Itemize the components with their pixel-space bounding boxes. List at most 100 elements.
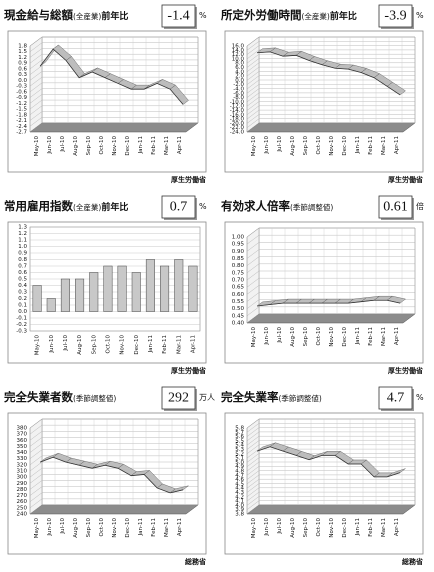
x-tick-label: Jun-10 xyxy=(47,518,53,537)
y-tick-label: 4.0 xyxy=(235,503,244,509)
y-tick-label: 6.0 xyxy=(235,65,244,71)
x-tick-label: May-10 xyxy=(34,518,40,539)
x-tick-label: Mar-11 xyxy=(381,136,387,155)
x-tick-label: Jan-11 xyxy=(355,518,361,536)
x-tick-label: Jul-10 xyxy=(277,136,283,153)
y-tick-label: 0.95 xyxy=(232,242,245,248)
x-tick-label: Jul-10 xyxy=(277,518,283,535)
y-tick-label: 1.1 xyxy=(18,238,27,244)
chart-heading: 所定外労働時間(全産業)前年比 xyxy=(221,8,357,22)
chart-title: 現金給与総額 xyxy=(4,8,73,22)
y-tick-label: 0.75 xyxy=(232,270,245,276)
chart-heading: 有効求人倍率(季節調整値) xyxy=(221,199,333,213)
value-box xyxy=(378,195,413,219)
y-tick-label: 310 xyxy=(17,469,28,475)
line xyxy=(256,446,401,478)
y-tick-label: 0.3 xyxy=(18,290,27,296)
line xyxy=(39,456,184,494)
y-tick-label: 260 xyxy=(17,499,28,505)
y-tick-label: 5.8 xyxy=(235,426,244,432)
y-tick-label: 320 xyxy=(17,462,28,468)
chart-title: 完全失業率 xyxy=(221,390,279,404)
y-tick-label: 5.7 xyxy=(235,430,244,436)
x-tick-label: Feb-11 xyxy=(151,518,157,537)
side-wall xyxy=(29,36,43,133)
y-tick-label: 10.0 xyxy=(232,56,245,62)
value-box xyxy=(161,195,196,219)
bar xyxy=(32,285,42,312)
x-tick-label: Aug-10 xyxy=(73,518,79,538)
floor xyxy=(29,504,199,515)
y-tick-label: 330 xyxy=(17,456,28,462)
y-tick-label: -24.0 xyxy=(230,130,245,136)
y-tick-label: -0.6 xyxy=(16,89,27,95)
y-tick-label: 4.6 xyxy=(235,477,244,483)
y-tick-label: -18.0 xyxy=(230,117,245,123)
x-tick-label: Jan-11 xyxy=(355,327,361,345)
y-tick-label: 350 xyxy=(17,444,28,450)
y-tick-label: -1.8 xyxy=(16,112,27,118)
y-tick-label: 0.4 xyxy=(18,283,27,289)
x-tick-label: Nov-10 xyxy=(112,518,118,538)
x-tick-label: Jan-11 xyxy=(355,136,361,154)
source: 厚生労働省 xyxy=(171,175,206,184)
x-tick-label: Apr-11 xyxy=(177,136,183,154)
chart-panel: 現金給与総額(全産業)前年比 -1.4 %厚生労働省1.81.51.20.90.60… xyxy=(4,4,207,184)
y-tick-label: 0.55 xyxy=(232,299,245,305)
y-tick-label: 4.3 xyxy=(235,490,244,496)
x-tick-label: Jan-11 xyxy=(148,335,154,353)
x-tick-label: Jun-10 xyxy=(47,136,53,155)
chart-panel: 所定外労働時間(全産業)前年比 -3.9 % 厚生労働省 16.014.012.010.… xyxy=(221,4,424,184)
bar xyxy=(46,298,56,312)
x-tick-label: Nov-10 xyxy=(329,518,335,538)
bar xyxy=(117,265,127,312)
latest-value: 0.61 xyxy=(383,200,408,215)
y-tick-label: 3.9 xyxy=(235,507,244,513)
x-tick-label: Jun-10 xyxy=(264,518,270,537)
floor xyxy=(246,313,416,324)
chart-title-suffix: 前年比 xyxy=(330,10,357,22)
floor xyxy=(246,504,416,515)
y-tick-label: 1.0 xyxy=(18,244,27,250)
x-tick-label: Oct-10 xyxy=(316,518,322,537)
x-tick-label: Aug-10 xyxy=(73,136,79,156)
x-tick-label: Jan-11 xyxy=(138,518,144,536)
x-tick-label: Nov-10 xyxy=(329,136,335,156)
x-tick-label: Dec-10 xyxy=(125,518,131,538)
y-tick-label: 360 xyxy=(17,438,28,444)
bar xyxy=(75,278,85,312)
chart-heading: 完全失業率(季節調整値) xyxy=(221,390,322,404)
chart-subtitle: (全産業) xyxy=(73,11,101,21)
y-tick-label: 5.4 xyxy=(235,443,244,449)
floor xyxy=(246,122,416,133)
x-tick-label: Apr-11 xyxy=(190,335,196,353)
y-tick-label: 4.8 xyxy=(235,469,244,475)
chart-subtitle: (全産業) xyxy=(73,202,101,212)
y-tick-label: 1.8 xyxy=(18,44,27,50)
unit: 倍 xyxy=(416,201,424,211)
bar xyxy=(174,259,184,312)
x-tick-label: Feb-11 xyxy=(368,327,374,346)
unit: 万人 xyxy=(199,393,215,402)
chart-title-suffix: 前年比 xyxy=(101,201,128,213)
y-tick-label: 0.60 xyxy=(232,292,245,298)
x-tick-label: Aug-10 xyxy=(290,518,296,538)
y-tick-label: 340 xyxy=(17,450,28,456)
y-tick-label: 5.1 xyxy=(235,456,244,462)
y-tick-label: 0.6 xyxy=(18,66,27,72)
x-tick-label: May-10 xyxy=(35,335,41,356)
y-tick-label: 0.6 xyxy=(18,270,27,276)
chart-title: 所定外労働時間 xyxy=(221,8,302,22)
unit: % xyxy=(199,202,207,211)
y-tick-label: 270 xyxy=(17,493,28,499)
x-tick-label: Dec-10 xyxy=(125,136,131,156)
y-tick-label: -14.0 xyxy=(230,108,245,114)
bar xyxy=(160,265,170,312)
chart-title: 有効求人倍率 xyxy=(221,199,290,213)
x-tick-label: Mar-11 xyxy=(381,518,387,537)
y-tick-label: -2.4 xyxy=(16,124,27,130)
y-tick-label: 300 xyxy=(17,475,28,481)
y-tick-label: 4.2 xyxy=(235,494,244,500)
y-tick-label: 0.85 xyxy=(232,256,245,262)
y-tick-label: 1.2 xyxy=(18,55,27,61)
